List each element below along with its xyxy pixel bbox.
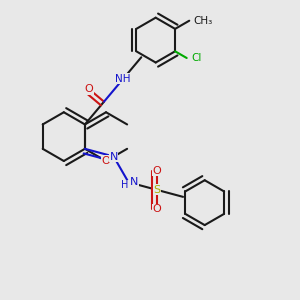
Text: NH: NH [116,74,131,84]
Text: O: O [102,156,110,166]
Text: CH₃: CH₃ [194,16,213,26]
Text: O: O [153,204,162,214]
Text: S: S [154,185,161,195]
Text: Cl: Cl [191,53,202,63]
Text: O: O [153,166,162,176]
Text: H: H [121,180,128,190]
Text: O: O [85,84,94,94]
Text: N: N [110,152,118,161]
Text: N: N [130,177,138,187]
